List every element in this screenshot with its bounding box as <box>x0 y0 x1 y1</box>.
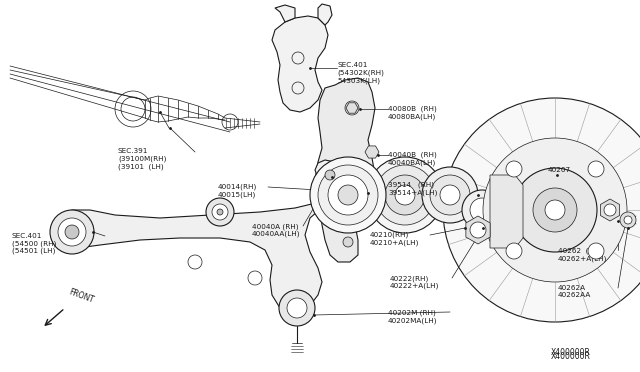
Circle shape <box>462 190 502 230</box>
Circle shape <box>422 167 478 223</box>
Circle shape <box>367 157 443 233</box>
Text: X400000R: X400000R <box>551 352 591 361</box>
Text: 40207: 40207 <box>548 167 571 173</box>
Circle shape <box>506 243 522 259</box>
Circle shape <box>483 138 627 282</box>
Text: 40262  (RH)
40262+A(LH): 40262 (RH) 40262+A(LH) <box>558 248 607 262</box>
Circle shape <box>440 185 460 205</box>
Polygon shape <box>318 4 332 25</box>
Circle shape <box>513 168 597 252</box>
Text: SEC.401
(54302K(RH)
54303K(LH): SEC.401 (54302K(RH) 54303K(LH) <box>337 62 384 83</box>
Circle shape <box>588 161 604 177</box>
Polygon shape <box>315 78 375 262</box>
Text: X400000R: X400000R <box>551 348 591 357</box>
Circle shape <box>375 165 435 225</box>
Circle shape <box>58 218 86 246</box>
Polygon shape <box>275 5 295 22</box>
Text: 40262A
40262AA: 40262A 40262AA <box>558 285 591 298</box>
Circle shape <box>206 198 234 226</box>
Text: 40080B  (RH)
40080BA(LH): 40080B (RH) 40080BA(LH) <box>388 106 436 120</box>
Circle shape <box>385 175 425 215</box>
Circle shape <box>588 243 604 259</box>
Circle shape <box>506 161 522 177</box>
Circle shape <box>470 198 494 222</box>
Circle shape <box>533 188 577 232</box>
Circle shape <box>345 101 359 115</box>
Circle shape <box>545 200 565 220</box>
Circle shape <box>395 185 415 205</box>
Text: SEC.401
(54500 (RH)
(54501 (LH): SEC.401 (54500 (RH) (54501 (LH) <box>12 233 56 254</box>
Circle shape <box>338 185 358 205</box>
Circle shape <box>325 170 335 180</box>
Polygon shape <box>346 103 358 113</box>
Polygon shape <box>466 216 490 244</box>
Text: 40202M (RH)
40202MA(LH): 40202M (RH) 40202MA(LH) <box>388 310 438 324</box>
Circle shape <box>50 210 94 254</box>
Circle shape <box>470 222 486 238</box>
Polygon shape <box>365 146 379 158</box>
Text: 40040B  (RH)
40040BA(LH): 40040B (RH) 40040BA(LH) <box>388 152 436 166</box>
Polygon shape <box>600 199 620 221</box>
Text: 40210(RH)
40210+A(LH): 40210(RH) 40210+A(LH) <box>370 232 419 246</box>
Text: 40040A (RH)
40040AA(LH): 40040A (RH) 40040AA(LH) <box>252 223 301 237</box>
Text: 39514   (RH)
39514+A(LH): 39514 (RH) 39514+A(LH) <box>388 182 437 196</box>
Polygon shape <box>272 16 328 112</box>
Circle shape <box>443 98 640 322</box>
Text: SEC.391
(39100M(RH)
(39101  (LH): SEC.391 (39100M(RH) (39101 (LH) <box>118 148 166 170</box>
Circle shape <box>328 175 368 215</box>
Circle shape <box>217 209 223 215</box>
Circle shape <box>65 225 79 239</box>
Circle shape <box>620 212 636 228</box>
Circle shape <box>343 237 353 247</box>
Text: 40222(RH)
40222+A(LH): 40222(RH) 40222+A(LH) <box>390 275 440 289</box>
Polygon shape <box>490 175 523 248</box>
Circle shape <box>212 204 228 220</box>
Circle shape <box>430 175 470 215</box>
Circle shape <box>604 204 616 216</box>
Circle shape <box>287 298 307 318</box>
Circle shape <box>318 165 378 225</box>
Polygon shape <box>52 160 352 315</box>
Circle shape <box>279 290 315 326</box>
Text: FRONT: FRONT <box>68 288 95 305</box>
Circle shape <box>310 157 386 233</box>
Circle shape <box>624 216 632 224</box>
Text: 40014(RH)
40015(LH): 40014(RH) 40015(LH) <box>218 184 257 198</box>
